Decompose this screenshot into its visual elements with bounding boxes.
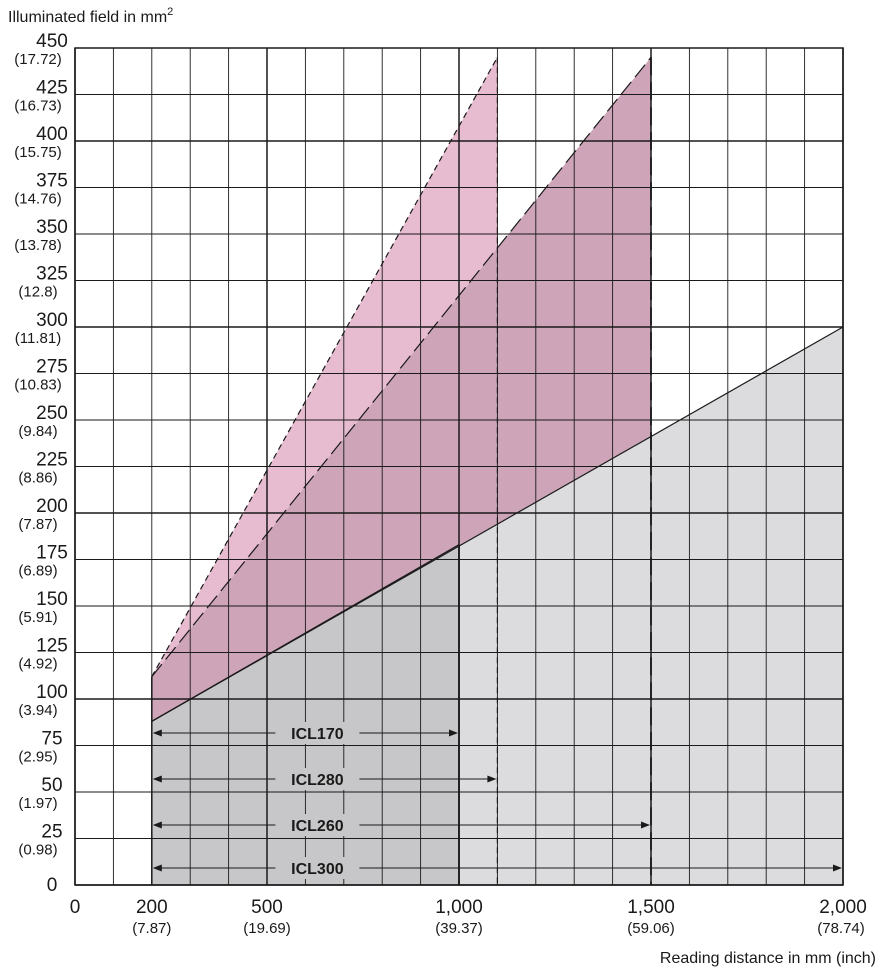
series-boundary-lines	[151, 56, 844, 885]
y-tick-sublabel: (9.84)	[18, 423, 57, 440]
y-tick-label: 300	[36, 310, 68, 331]
y-axis-title: Illuminated field in mm2	[8, 6, 173, 26]
y-tick-label: 50	[41, 775, 62, 796]
y-tick-label: 250	[36, 403, 68, 424]
line-icl280	[151, 57, 498, 677]
x-tick-label: 200	[136, 897, 168, 918]
arrow-left-icon	[152, 864, 162, 872]
y-tick-sublabel: (11.81)	[15, 330, 61, 347]
y-tick-label: 0	[47, 875, 58, 896]
range-icl170: ICL170	[152, 722, 458, 744]
range-icl260: ICL260	[152, 814, 650, 836]
arrow-left-icon	[152, 821, 162, 829]
x-tick-sublabel: (39.37)	[435, 920, 483, 937]
y-tick-label: 125	[36, 636, 68, 657]
range-label: ICL260	[291, 818, 344, 835]
x-axis-title: Reading distance in mm (inch)	[660, 950, 876, 967]
y-tick-sublabel: (12.8)	[18, 284, 57, 301]
range-label-bg	[275, 814, 360, 836]
plot-frame	[74, 47, 844, 886]
y-tick-sublabel: (0.98)	[18, 842, 57, 859]
range-label: ICL300	[291, 861, 344, 878]
y-tick-label: 400	[36, 124, 68, 145]
y-tick-sublabel: (5.91)	[18, 609, 57, 626]
range-label-bg	[275, 722, 360, 744]
y-tick-sublabel: (14.76)	[14, 191, 62, 208]
y-tick-label: 275	[36, 357, 68, 378]
y-tick-label: 175	[36, 543, 68, 564]
range-label: ICL170	[291, 726, 344, 743]
y-tick-sublabel: (2.95)	[18, 749, 57, 766]
y-tick-label: 375	[36, 171, 68, 192]
x-tick-label: 0	[70, 897, 81, 918]
y-tick-sublabel: (13.78)	[14, 237, 62, 254]
line-icl260	[151, 56, 652, 678]
y-tick-label: 325	[36, 264, 68, 285]
y-tick-sublabel: (17.72)	[14, 51, 62, 68]
y-tick-sublabel: (10.83)	[14, 377, 62, 394]
y-tick-sublabel: (6.89)	[18, 563, 57, 580]
x-tick-label: 2,000	[819, 897, 867, 918]
y-tick-label: 75	[41, 729, 62, 750]
x-tick-label: 1,000	[435, 897, 483, 918]
axis-tick-labels: 0 25(0.98) 50(1.97) 75(2.95) 100(3.94) 125(4.…	[14, 31, 867, 937]
range-indicators: ICL170 ICL280 ICL260 ICL300	[152, 722, 842, 879]
range-icl300: ICL300	[152, 857, 842, 879]
y-tick-sublabel: (1.97)	[18, 795, 57, 812]
range-label: ICL280	[291, 772, 344, 789]
x-tick-sublabel: (7.87)	[132, 920, 171, 937]
y-tick-label: 225	[36, 450, 68, 471]
arrow-left-icon	[152, 729, 162, 737]
y-tick-sublabel: (4.92)	[18, 656, 57, 673]
range-label-bg	[275, 768, 360, 790]
arrow-right-icon	[487, 775, 497, 783]
y-tick-label: 150	[36, 589, 68, 610]
range-icl280: ICL280	[152, 768, 497, 790]
y-tick-label: 100	[36, 682, 68, 703]
y-tick-sublabel: (15.75)	[14, 144, 62, 161]
arrow-right-icon	[641, 821, 650, 829]
x-tick-sublabel: (19.69)	[243, 920, 291, 937]
line-icl300	[151, 326, 844, 722]
area-icl260	[151, 57, 652, 722]
y-tick-sublabel: (3.94)	[18, 702, 57, 719]
y-tick-sublabel: (8.86)	[18, 470, 57, 487]
x-tick-label: 1,500	[627, 897, 675, 918]
range-label-bg	[275, 857, 360, 879]
y-tick-label: 425	[36, 78, 68, 99]
y-axis-title-superscript: 2	[167, 6, 173, 18]
x-tick-sublabel: (78.74)	[817, 920, 865, 937]
y-tick-sublabel: (7.87)	[18, 516, 57, 533]
arrow-right-icon	[449, 729, 458, 737]
y-tick-label: 450	[36, 31, 68, 52]
y-tick-label: 25	[41, 822, 62, 843]
x-tick-label: 500	[251, 897, 283, 918]
arrow-right-icon	[833, 864, 842, 872]
arrow-left-icon	[152, 775, 162, 783]
x-tick-sublabel: (59.06)	[627, 920, 675, 937]
y-tick-sublabel: (16.73)	[14, 98, 62, 115]
y-tick-label: 350	[36, 217, 68, 238]
y-tick-label: 200	[36, 496, 68, 517]
